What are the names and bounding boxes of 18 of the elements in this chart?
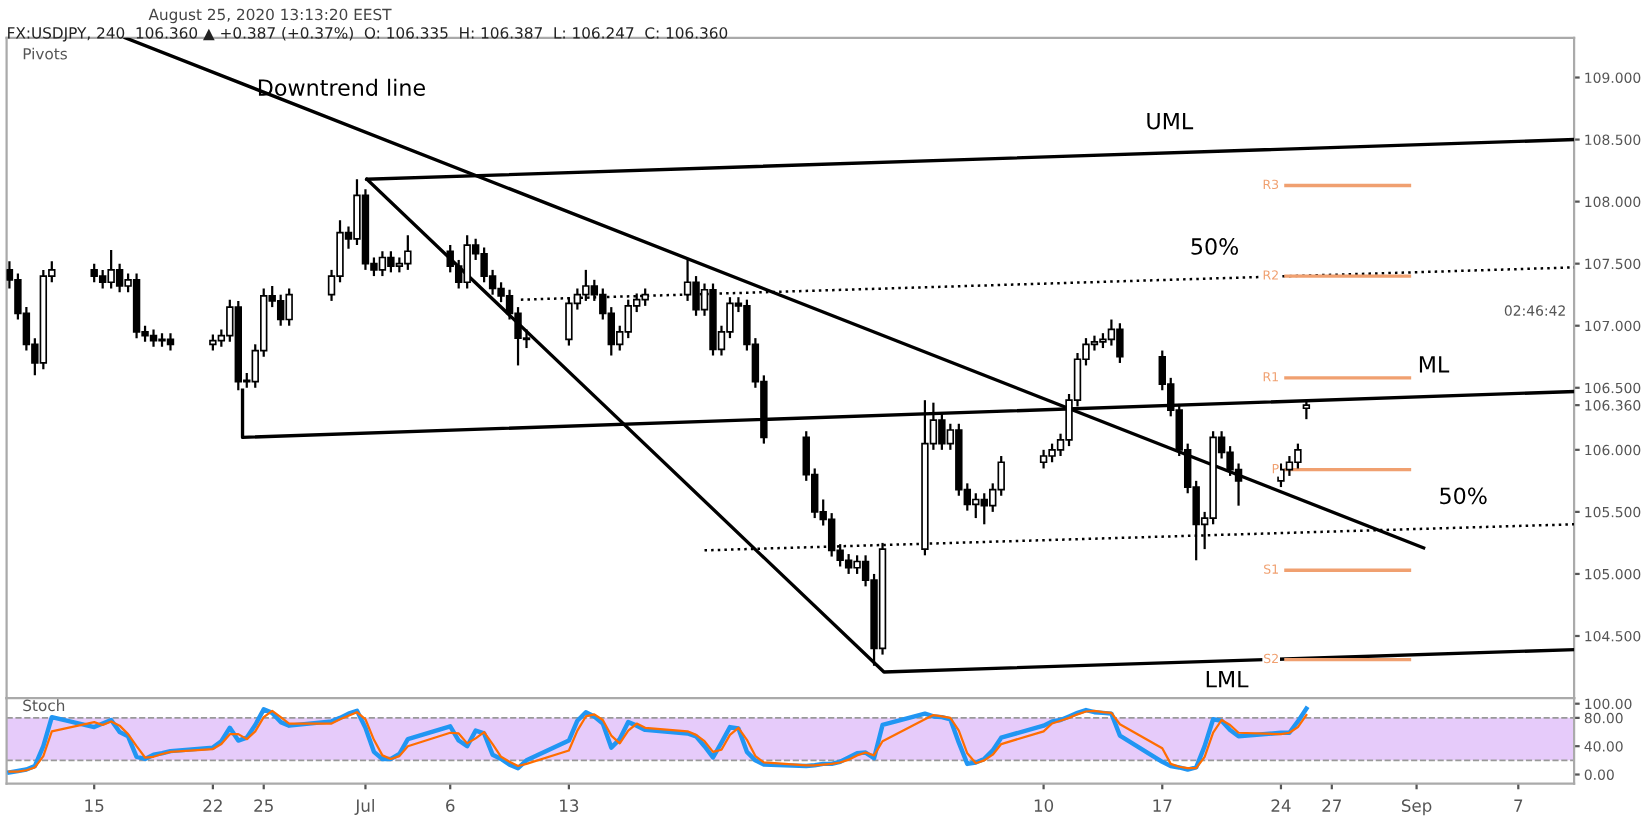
- annotation: ML: [1419, 356, 1450, 373]
- x-tick-label: 7: [1514, 799, 1523, 812]
- annotation: UML: [1147, 112, 1194, 130]
- annotation: 50%: [1440, 487, 1487, 505]
- x-tick-label: Sep: [1401, 799, 1432, 816]
- x-tick-label: Jul: [354, 799, 374, 815]
- x-tick-label: 17: [1153, 799, 1172, 812]
- x-tick-label: 25: [254, 799, 273, 812]
- annotation: LML: [1206, 671, 1249, 688]
- annotation: 50%: [1191, 238, 1239, 255]
- x-tick-label: 15: [85, 799, 104, 812]
- x-tick-label: 10: [1034, 799, 1054, 812]
- x-tick-label: 6: [446, 799, 455, 812]
- x-tick-label: 22: [203, 799, 222, 812]
- x-tick-label: 13: [560, 799, 579, 812]
- x-tick-label: 24: [1271, 799, 1291, 812]
- x-tick-label: 27: [1322, 799, 1341, 812]
- annotation: Downtrend line: [258, 78, 425, 96]
